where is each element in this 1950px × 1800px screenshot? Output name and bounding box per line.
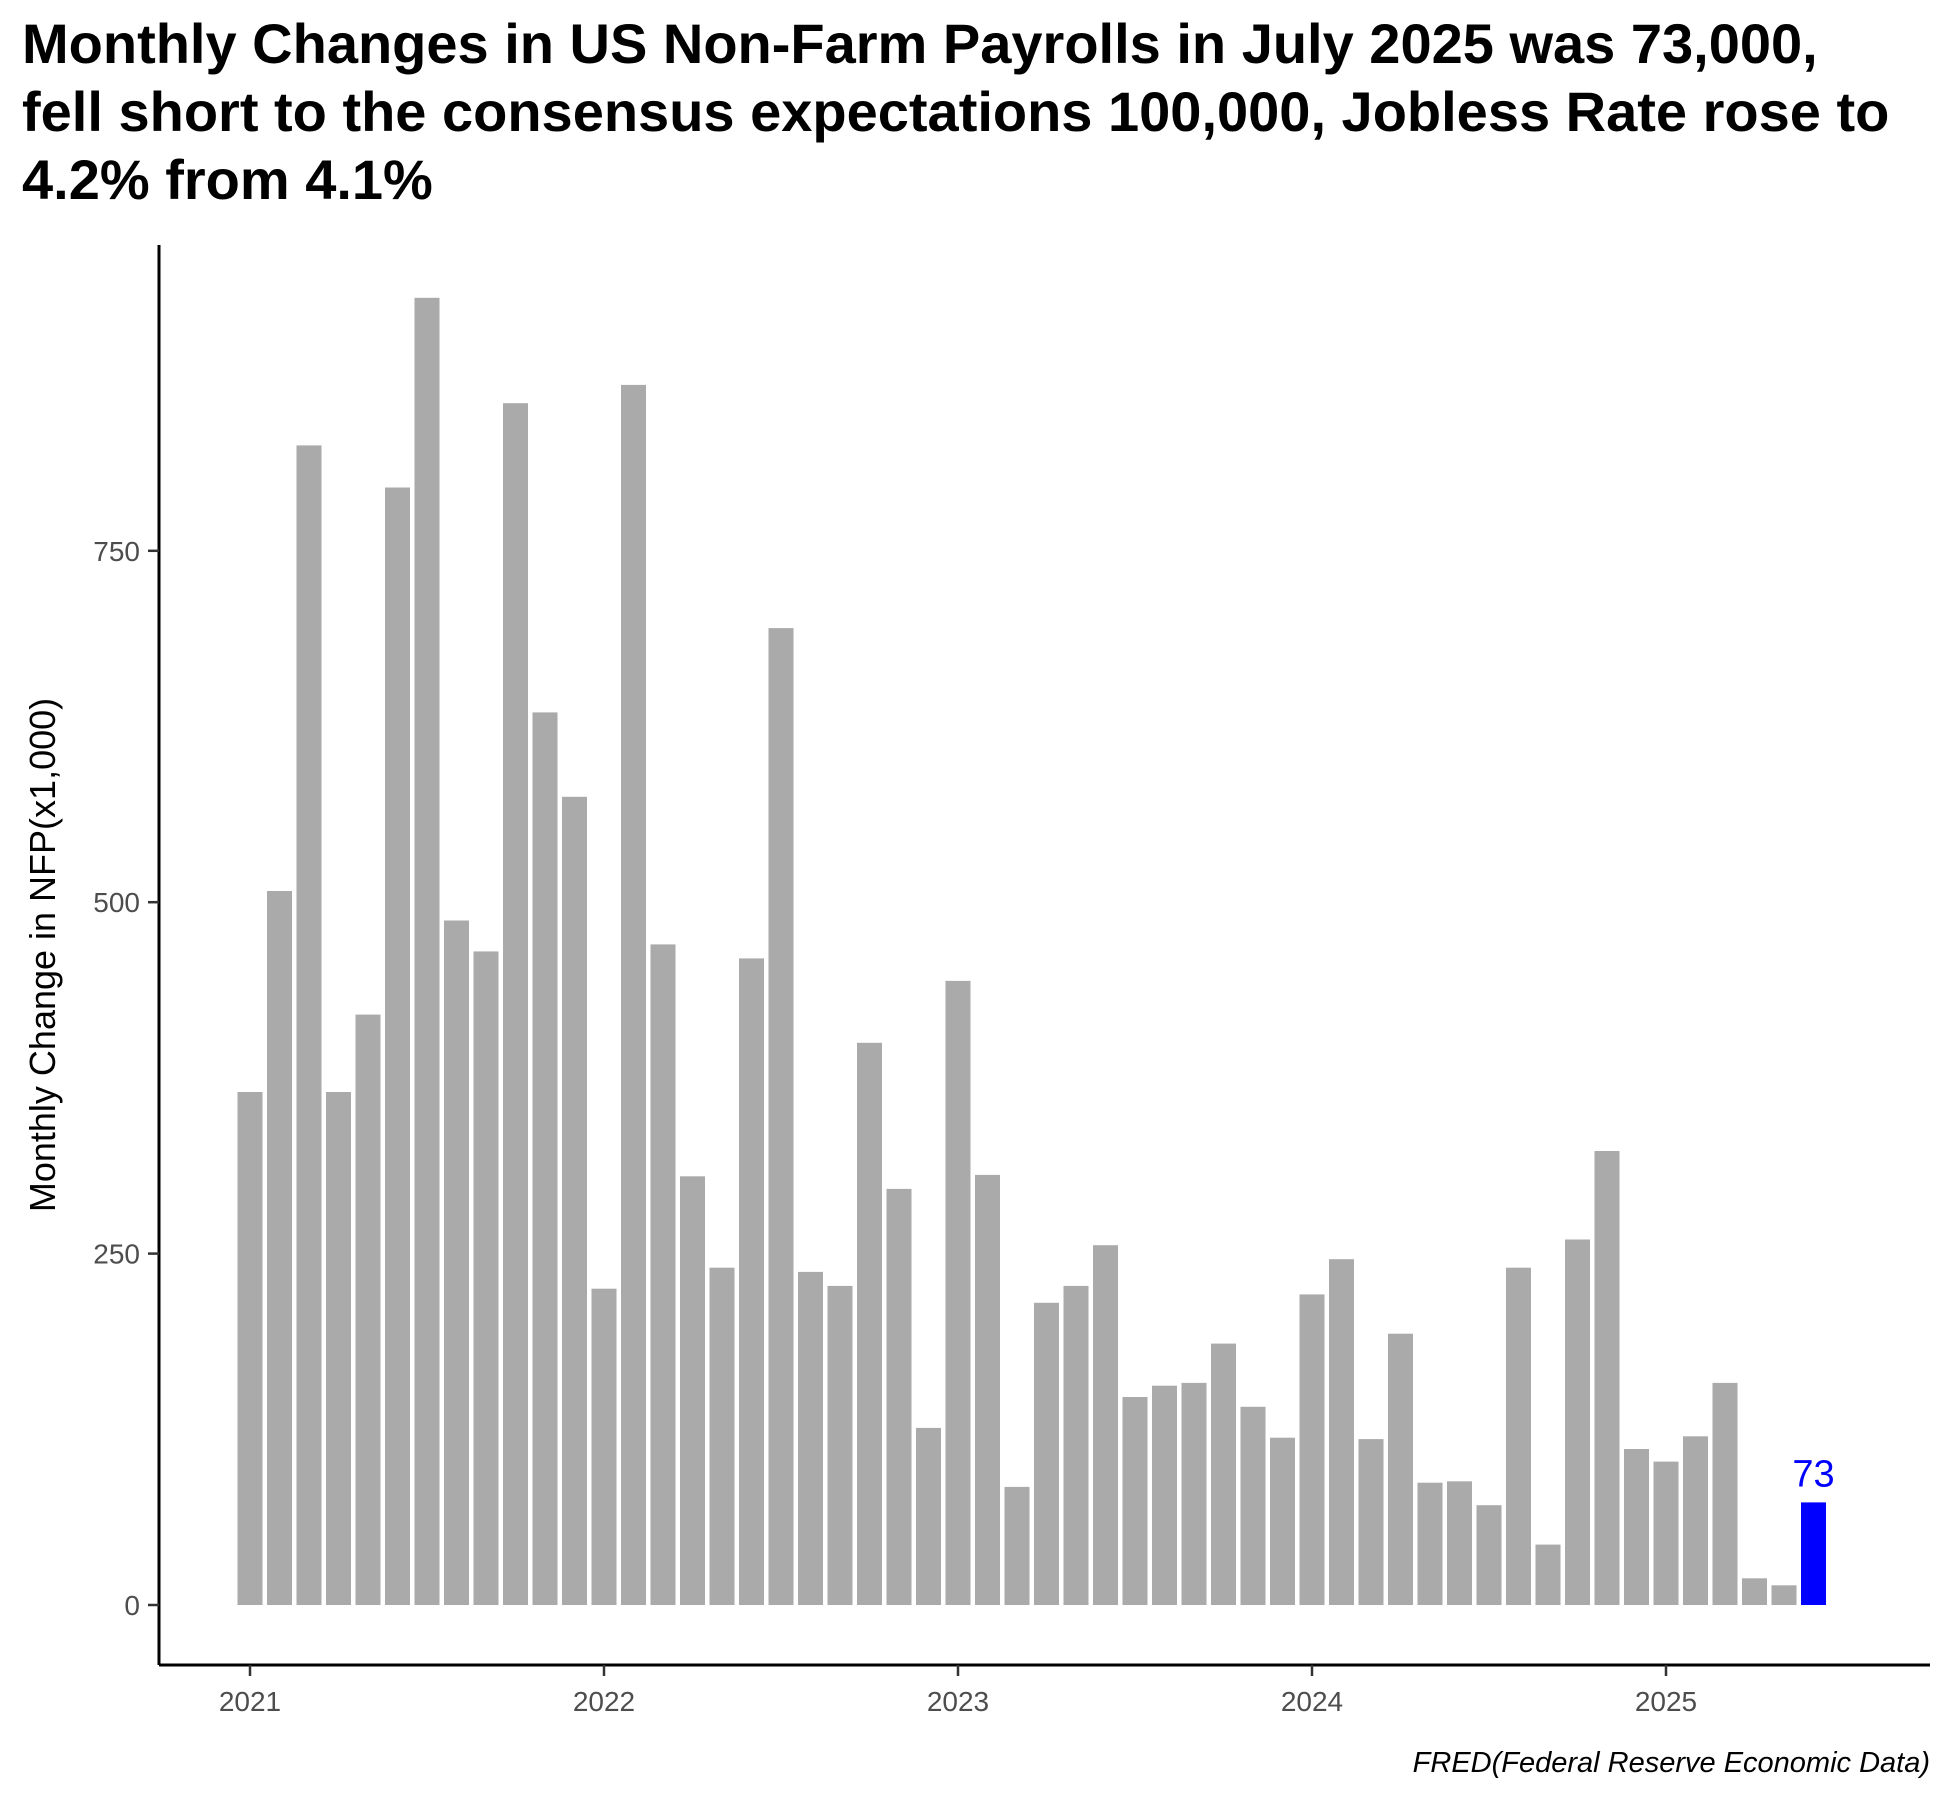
bar xyxy=(1476,1505,1502,1605)
bar xyxy=(1506,1267,1531,1605)
bar xyxy=(827,1285,853,1605)
y-tick-label: 750 xyxy=(93,536,140,567)
bar xyxy=(385,487,410,1605)
source-caption: FRED(Federal Reserve Economic Data) xyxy=(1413,1747,1930,1779)
bars-layer: 73 xyxy=(237,297,1835,1606)
bar xyxy=(1240,1406,1266,1605)
bar xyxy=(562,796,587,1605)
bar xyxy=(326,1092,351,1605)
chart-title: Monthly Changes in US Non-Farm Payrolls … xyxy=(22,12,1890,211)
bar xyxy=(621,384,646,1605)
bar xyxy=(1712,1382,1738,1605)
bar xyxy=(414,297,440,1605)
bar xyxy=(473,951,499,1605)
bar xyxy=(1122,1397,1148,1605)
bar xyxy=(1683,1436,1708,1605)
x-ticks-layer: 2021 2022 2023 2024 2025 xyxy=(219,1665,1697,1717)
y-tick-label: 0 xyxy=(124,1590,140,1621)
x-tick-label: 2024 xyxy=(1281,1686,1343,1717)
y-axis-title: Monthly Change in NFP(x1,000) xyxy=(22,698,63,1212)
bar xyxy=(1063,1285,1089,1605)
bar xyxy=(591,1288,617,1605)
bar xyxy=(532,712,558,1605)
bar xyxy=(739,958,764,1605)
y-ticks-layer: 0 250 500 750 xyxy=(93,536,159,1621)
highlight-data-label: 73 xyxy=(1792,1453,1834,1495)
bar xyxy=(1771,1585,1797,1605)
bar xyxy=(237,1092,263,1605)
x-tick-label: 2021 xyxy=(219,1686,281,1717)
bar xyxy=(709,1267,735,1605)
bar xyxy=(1270,1437,1295,1605)
bar xyxy=(650,944,676,1605)
bar xyxy=(1358,1439,1384,1605)
bar xyxy=(1034,1302,1059,1605)
bar xyxy=(1565,1239,1590,1605)
bar xyxy=(503,403,528,1606)
bar xyxy=(1181,1382,1207,1605)
bar xyxy=(1152,1385,1177,1605)
bar xyxy=(1594,1151,1620,1605)
bar xyxy=(1388,1333,1413,1605)
y-tick-label: 500 xyxy=(93,887,140,918)
bar xyxy=(1447,1481,1472,1605)
bar xyxy=(1004,1486,1030,1605)
bar xyxy=(355,1014,381,1605)
bar xyxy=(857,1042,882,1605)
bar xyxy=(945,980,971,1605)
bar xyxy=(916,1427,941,1605)
x-tick-label: 2023 xyxy=(927,1686,989,1717)
bar xyxy=(1653,1461,1679,1605)
bar-highlight xyxy=(1801,1502,1826,1605)
bar xyxy=(1742,1578,1767,1605)
bar xyxy=(1329,1259,1354,1605)
bar xyxy=(1299,1294,1325,1605)
bar xyxy=(296,445,322,1605)
bar xyxy=(798,1271,823,1605)
bar xyxy=(1417,1482,1443,1605)
bar xyxy=(1535,1544,1561,1605)
bar xyxy=(444,920,469,1605)
y-tick-label: 250 xyxy=(93,1239,140,1270)
x-tick-label: 2022 xyxy=(573,1686,635,1717)
bar xyxy=(768,628,794,1605)
bar xyxy=(680,1176,705,1605)
bar xyxy=(1093,1245,1118,1605)
bar xyxy=(1624,1449,1649,1605)
bar xyxy=(975,1174,1000,1605)
bar xyxy=(1211,1343,1236,1605)
bar xyxy=(886,1188,912,1605)
x-tick-label: 2025 xyxy=(1635,1686,1697,1717)
bar xyxy=(267,891,292,1605)
